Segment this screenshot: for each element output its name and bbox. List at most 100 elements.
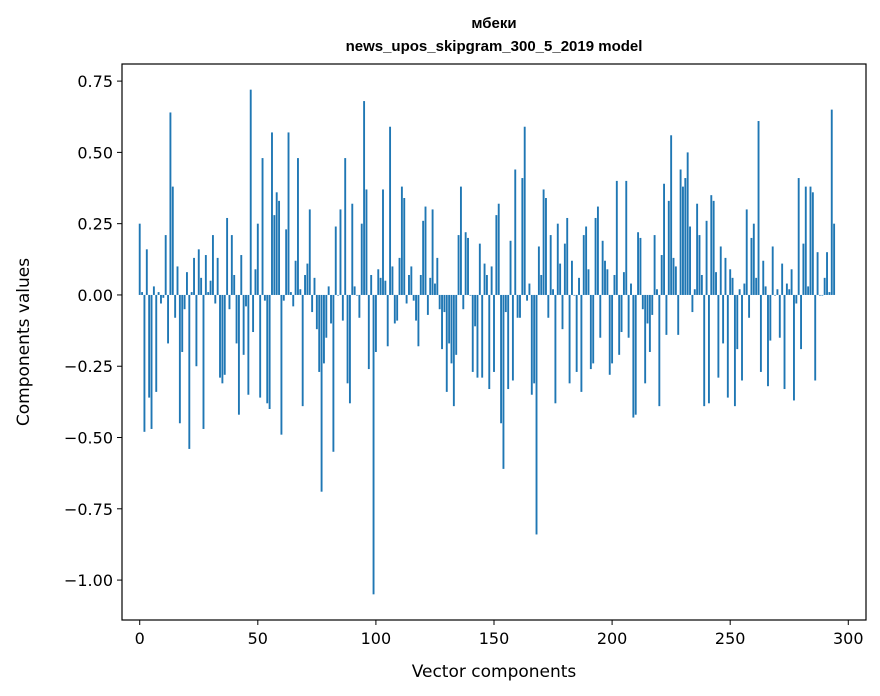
bar-component-52	[261, 158, 264, 295]
bar-component-70	[304, 274, 306, 295]
bar-component-192	[592, 294, 595, 364]
bar-component-74	[313, 277, 316, 295]
bar-component-3	[145, 249, 148, 295]
bar-component-144	[478, 243, 481, 295]
bar-component-114	[408, 274, 410, 295]
bar-component-36	[223, 294, 226, 375]
bar-component-271	[778, 294, 781, 338]
bar-component-172	[545, 198, 547, 295]
bar-component-182	[568, 294, 571, 384]
bar-component-10	[162, 294, 165, 298]
bar-component-184	[573, 294, 576, 296]
bar-component-57	[273, 215, 276, 295]
bar-component-199	[608, 294, 611, 375]
bar-component-177	[556, 223, 559, 295]
bar-component-90	[351, 203, 354, 295]
bar-component-9	[160, 294, 162, 304]
bar-component-260	[752, 223, 755, 295]
bar-component-272	[781, 263, 784, 295]
bar-component-38	[228, 294, 231, 310]
bar-component-137	[462, 294, 465, 310]
bar-component-101	[377, 269, 380, 295]
bar-component-288	[819, 294, 821, 296]
bar-component-110	[398, 257, 401, 295]
bar-component-140	[469, 294, 472, 296]
bar-component-252	[733, 294, 736, 407]
bar-component-115	[410, 266, 413, 295]
bar-component-69	[301, 294, 304, 407]
bar-component-194	[596, 206, 599, 295]
bar-component-14	[171, 186, 174, 295]
bar-component-53	[263, 294, 266, 301]
bar-component-16	[176, 266, 179, 295]
bar-component-147	[485, 274, 488, 295]
bar-component-97	[367, 294, 370, 370]
bar-component-289	[821, 294, 824, 296]
bar-component-230	[682, 186, 684, 295]
bar-component-206	[625, 180, 628, 295]
bar-component-221	[660, 255, 663, 295]
y-tick-label: 0.25	[77, 215, 113, 234]
bar-component-229	[679, 169, 682, 295]
bar-component-49	[254, 269, 257, 295]
bar-component-0	[138, 223, 141, 295]
bar-component-119	[419, 274, 422, 295]
bar-component-212	[639, 237, 642, 295]
bar-component-294	[833, 223, 836, 295]
bar-component-170	[540, 274, 543, 295]
bar-component-62	[285, 229, 288, 295]
bar-component-29	[207, 292, 210, 295]
bar-component-151	[495, 215, 498, 295]
bar-component-64	[289, 292, 292, 295]
x-axis-ticks: 0 50 100 150 200 250 300	[135, 620, 864, 648]
x-axis-label: Vector components	[412, 662, 577, 682]
bar-component-95	[363, 101, 366, 295]
bar-component-118	[417, 294, 420, 347]
bar-component-18	[181, 294, 184, 352]
y-tick-label: −1.00	[64, 571, 113, 590]
y-tick-label: −0.50	[64, 429, 113, 448]
bar-component-214	[644, 294, 647, 384]
bar-component-241	[707, 294, 710, 404]
bar-component-13	[169, 112, 172, 295]
bar-component-133	[452, 294, 455, 407]
bar-component-231	[684, 178, 687, 295]
bar-component-50	[256, 223, 259, 295]
bar-component-77	[320, 294, 323, 492]
bar-component-89	[348, 294, 351, 404]
bar-component-93	[358, 294, 361, 318]
bar-component-293	[830, 109, 833, 295]
bar-component-283	[807, 286, 810, 295]
bar-component-248	[724, 257, 727, 295]
bar-component-32	[214, 294, 217, 304]
bar-component-79	[325, 294, 328, 338]
bar-component-262	[757, 121, 760, 295]
bar-component-60	[280, 294, 283, 435]
bar-component-67	[297, 158, 299, 295]
bar-component-281	[802, 243, 805, 295]
bar-component-207	[627, 294, 630, 338]
bar-component-124	[431, 209, 434, 295]
bar-component-20	[186, 272, 188, 295]
bar-component-27	[202, 294, 205, 429]
bar-component-55	[268, 294, 271, 409]
bar-component-145	[481, 294, 484, 378]
bar-component-224	[667, 200, 670, 295]
bar-component-188	[582, 235, 585, 295]
bar-component-160	[516, 294, 519, 318]
bar-component-258	[748, 294, 751, 318]
bar-component-41	[235, 294, 238, 344]
bar-component-35	[221, 294, 224, 384]
bar-component-213	[641, 294, 644, 310]
bar-component-275	[788, 289, 791, 295]
bar-component-270	[776, 289, 779, 295]
bar-component-63	[287, 132, 290, 295]
bar-component-225	[670, 135, 673, 295]
bar-component-201	[613, 274, 616, 295]
bar-component-85	[339, 209, 342, 295]
bar-component-100	[374, 294, 377, 352]
bar-component-244	[715, 272, 717, 295]
bar-component-187	[580, 294, 583, 392]
bar-component-123	[429, 277, 432, 295]
